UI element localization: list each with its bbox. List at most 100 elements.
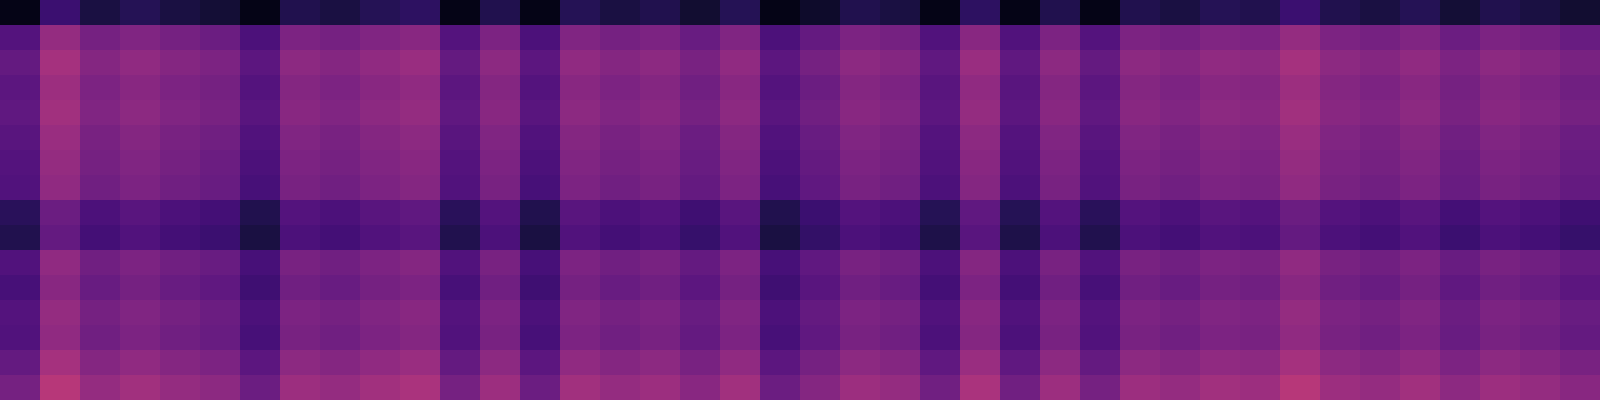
cell <box>1480 100 1521 126</box>
cell <box>240 150 281 176</box>
cell <box>760 50 801 76</box>
cell <box>0 175 41 201</box>
cell <box>80 375 121 400</box>
cell <box>520 250 561 276</box>
cell <box>40 300 81 326</box>
cell <box>840 375 881 400</box>
cell <box>40 125 81 151</box>
cell <box>240 25 281 51</box>
cell <box>160 325 201 351</box>
cell <box>600 25 641 51</box>
cell <box>640 175 681 201</box>
cell <box>720 275 761 301</box>
cell <box>680 125 721 151</box>
cell <box>240 175 281 201</box>
cell <box>1000 50 1041 76</box>
cell <box>720 350 761 376</box>
cell <box>400 175 441 201</box>
cell <box>1040 225 1081 251</box>
cell <box>320 50 361 76</box>
cell <box>1080 150 1121 176</box>
cell <box>640 150 681 176</box>
cell <box>1080 300 1121 326</box>
cell <box>1120 75 1161 101</box>
cell <box>520 225 561 251</box>
cell <box>320 250 361 276</box>
cell <box>1400 375 1441 400</box>
cell <box>960 25 1001 51</box>
cell <box>720 125 761 151</box>
cell <box>680 50 721 76</box>
cell <box>1120 175 1161 201</box>
cell <box>1320 275 1361 301</box>
cell <box>1000 375 1041 400</box>
cell <box>1480 200 1521 226</box>
cell <box>640 375 681 400</box>
cell <box>800 25 841 51</box>
cell <box>120 375 161 400</box>
cell <box>1320 200 1361 226</box>
cell <box>800 0 841 26</box>
cell <box>680 75 721 101</box>
cell <box>440 0 481 26</box>
cell <box>440 275 481 301</box>
cell <box>1520 250 1561 276</box>
cell <box>880 325 921 351</box>
cell <box>1480 75 1521 101</box>
cell <box>920 250 961 276</box>
cell <box>560 375 601 400</box>
cell <box>0 325 41 351</box>
cell <box>1400 200 1441 226</box>
cell <box>560 350 601 376</box>
cell <box>120 0 161 26</box>
cell <box>1280 375 1321 400</box>
cell <box>1360 100 1401 126</box>
cell <box>1040 200 1081 226</box>
cell <box>920 75 961 101</box>
cell <box>280 25 321 51</box>
cell <box>1080 225 1121 251</box>
cell <box>240 125 281 151</box>
cell <box>640 125 681 151</box>
cell <box>240 225 281 251</box>
cell <box>400 200 441 226</box>
cell <box>1560 325 1600 351</box>
cell <box>960 200 1001 226</box>
cell <box>400 275 441 301</box>
cell <box>1400 325 1441 351</box>
cell <box>200 300 241 326</box>
cell <box>600 200 641 226</box>
cell <box>160 200 201 226</box>
cell <box>360 50 401 76</box>
cell <box>120 200 161 226</box>
cell <box>640 225 681 251</box>
cell <box>920 0 961 26</box>
cell <box>0 100 41 126</box>
cell <box>520 100 561 126</box>
cell <box>1240 225 1281 251</box>
cell <box>1000 300 1041 326</box>
cell <box>1240 175 1281 201</box>
cell <box>120 350 161 376</box>
cell <box>520 50 561 76</box>
cell <box>1480 25 1521 51</box>
cell <box>560 100 601 126</box>
cell <box>600 100 641 126</box>
cell <box>680 325 721 351</box>
cell <box>200 75 241 101</box>
cell <box>40 75 81 101</box>
cell <box>1360 0 1401 26</box>
cell <box>1320 25 1361 51</box>
cell <box>1040 125 1081 151</box>
cell <box>1360 75 1401 101</box>
cell <box>80 125 121 151</box>
cell <box>1120 0 1161 26</box>
cell <box>560 75 601 101</box>
cell <box>1240 375 1281 400</box>
cell <box>960 175 1001 201</box>
cell <box>120 225 161 251</box>
cell <box>800 75 841 101</box>
cell <box>280 325 321 351</box>
cell <box>720 25 761 51</box>
cell <box>0 125 41 151</box>
